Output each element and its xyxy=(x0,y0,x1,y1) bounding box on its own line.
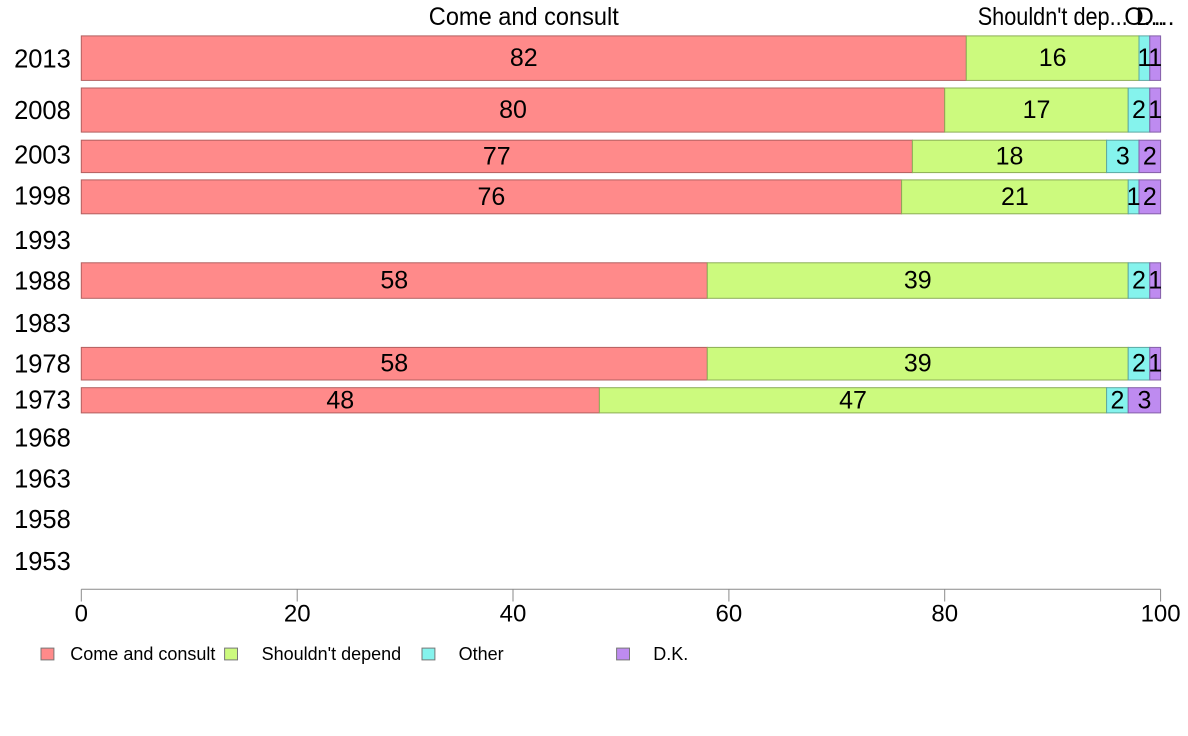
svg-text:1998: 1998 xyxy=(14,183,71,211)
svg-text:40: 40 xyxy=(500,600,527,627)
svg-text:1: 1 xyxy=(1148,267,1162,295)
svg-text:21: 21 xyxy=(1001,183,1029,211)
svg-text:1978: 1978 xyxy=(14,350,71,378)
svg-text:Come and consult: Come and consult xyxy=(429,3,619,31)
svg-text:1: 1 xyxy=(1148,44,1162,72)
svg-text:0: 0 xyxy=(75,600,88,627)
svg-text:O...: O... xyxy=(1124,3,1164,31)
svg-text:2013: 2013 xyxy=(14,45,71,73)
svg-text:D...: D... xyxy=(1136,3,1175,31)
svg-text:80: 80 xyxy=(931,600,958,627)
svg-text:77: 77 xyxy=(483,142,511,170)
svg-text:2: 2 xyxy=(1132,267,1146,295)
svg-text:Come and consult: Come and consult xyxy=(70,644,215,664)
svg-text:100: 100 xyxy=(1141,600,1181,627)
svg-text:1973: 1973 xyxy=(14,387,71,415)
svg-text:2: 2 xyxy=(1143,142,1157,170)
svg-text:16: 16 xyxy=(1039,44,1067,72)
svg-text:3: 3 xyxy=(1116,142,1130,170)
svg-text:2: 2 xyxy=(1110,386,1124,414)
svg-text:2: 2 xyxy=(1132,96,1146,124)
svg-text:1: 1 xyxy=(1148,96,1162,124)
svg-text:2: 2 xyxy=(1143,183,1157,211)
svg-text:1: 1 xyxy=(1137,44,1151,72)
svg-text:18: 18 xyxy=(996,142,1024,170)
svg-text:2: 2 xyxy=(1132,350,1146,378)
svg-text:39: 39 xyxy=(904,267,932,295)
svg-text:Shouldn't dep...: Shouldn't dep... xyxy=(978,3,1128,31)
svg-text:1958: 1958 xyxy=(14,506,71,534)
svg-text:1983: 1983 xyxy=(14,310,71,338)
svg-text:76: 76 xyxy=(477,183,505,211)
svg-text:60: 60 xyxy=(716,600,743,627)
svg-text:1968: 1968 xyxy=(14,425,71,453)
svg-text:47: 47 xyxy=(839,386,867,414)
svg-text:58: 58 xyxy=(380,267,408,295)
svg-text:D.K.: D.K. xyxy=(653,644,688,664)
svg-text:80: 80 xyxy=(499,96,527,124)
svg-text:Other: Other xyxy=(459,644,504,664)
svg-text:58: 58 xyxy=(380,350,408,378)
svg-text:39: 39 xyxy=(904,350,932,378)
svg-text:Shouldn't depend: Shouldn't depend xyxy=(262,644,402,664)
svg-text:2008: 2008 xyxy=(14,97,71,125)
svg-text:1993: 1993 xyxy=(14,227,71,255)
svg-text:82: 82 xyxy=(510,44,538,72)
svg-text:20: 20 xyxy=(284,600,311,627)
svg-text:1: 1 xyxy=(1148,350,1162,378)
svg-text:48: 48 xyxy=(326,386,354,414)
svg-text:1963: 1963 xyxy=(14,465,71,493)
svg-text:1988: 1988 xyxy=(14,268,71,296)
svg-text:17: 17 xyxy=(1023,96,1051,124)
svg-text:1: 1 xyxy=(1127,183,1141,211)
svg-text:2003: 2003 xyxy=(14,142,71,170)
svg-text:3: 3 xyxy=(1137,386,1151,414)
svg-text:1953: 1953 xyxy=(14,548,71,576)
